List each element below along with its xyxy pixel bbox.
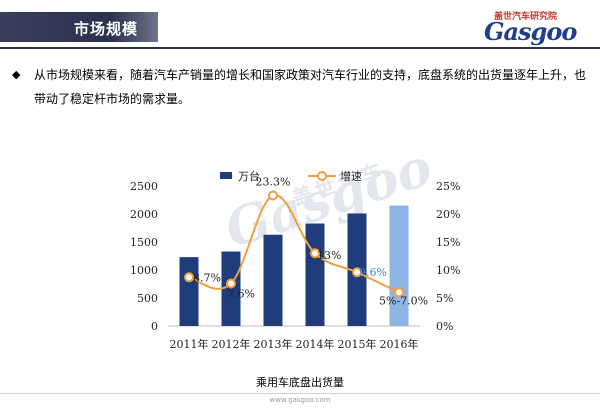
x-tick-label: 2016年	[380, 337, 419, 351]
chassis-shipment-chart: 0 500 1000 1500 2000 2500 0% 5% 10% 15% 20% 25% 2011…	[130, 169, 460, 351]
bar	[389, 205, 409, 326]
left-tick-label: 2500	[130, 180, 158, 193]
diamond-bullet-icon: ◆	[12, 68, 21, 81]
x-tick-label: 2013年	[254, 337, 293, 351]
growth-data-label: 5%-7.0%	[379, 294, 428, 307]
right-tick-label: 25%	[436, 180, 460, 193]
legend-line-label: 增速	[340, 169, 362, 183]
growth-data-label: 13%	[317, 249, 341, 262]
title-tab	[0, 12, 158, 42]
right-tick-label: 15%	[436, 236, 460, 249]
x-tick-label: 2015年	[338, 337, 377, 351]
legend-bar-label: 万台	[238, 169, 260, 183]
x-tick-label: 2014年	[296, 337, 335, 351]
left-tick-label: 1500	[130, 236, 158, 249]
right-tick-label: 20%	[436, 208, 460, 221]
legend-bar-swatch	[220, 172, 232, 179]
right-tick-label: 0%	[436, 320, 453, 333]
gasgoo-logo: Gasgoo	[484, 17, 577, 46]
legend-line-marker	[317, 171, 327, 181]
chart-caption: 乘用车底盘出货量	[256, 376, 344, 389]
right-tick-label: 10%	[436, 264, 460, 277]
page-title: 市场规模	[74, 20, 139, 38]
growth-point	[268, 190, 278, 201]
bar	[179, 257, 199, 326]
growth-data-label: 8.7%	[193, 271, 221, 284]
bar	[263, 234, 283, 326]
footer-divider	[0, 393, 600, 394]
growth-data-label: 9.6%	[359, 266, 387, 279]
growth-point	[394, 287, 404, 298]
left-tick-label: 2000	[130, 208, 158, 221]
x-tick-label: 2012年	[212, 337, 251, 351]
bar	[221, 251, 241, 326]
intro-paragraph: 从市场规模来看，随着汽车产销量的增长和国家政策对汽车行业的支持，底盘系统的出货量…	[34, 68, 587, 106]
header-divider	[0, 47, 600, 49]
growth-point	[184, 272, 194, 283]
growth-data-label: 23.3%	[256, 176, 291, 189]
growth-point	[226, 278, 236, 289]
growth-point	[352, 267, 362, 278]
footer-url: www.gasgoo.com	[269, 396, 331, 404]
left-tick-label: 0	[151, 320, 158, 333]
left-tick-label: 500	[137, 292, 158, 305]
growth-point	[310, 248, 320, 259]
logo-subtitle: 盖世汽车研究院	[494, 12, 558, 22]
left-tick-label: 1000	[130, 264, 158, 277]
x-tick-label: 2011年	[170, 337, 209, 351]
growth-data-label: 7.6%	[227, 287, 255, 300]
right-tick-label: 5%	[436, 292, 453, 305]
bar	[305, 223, 325, 326]
